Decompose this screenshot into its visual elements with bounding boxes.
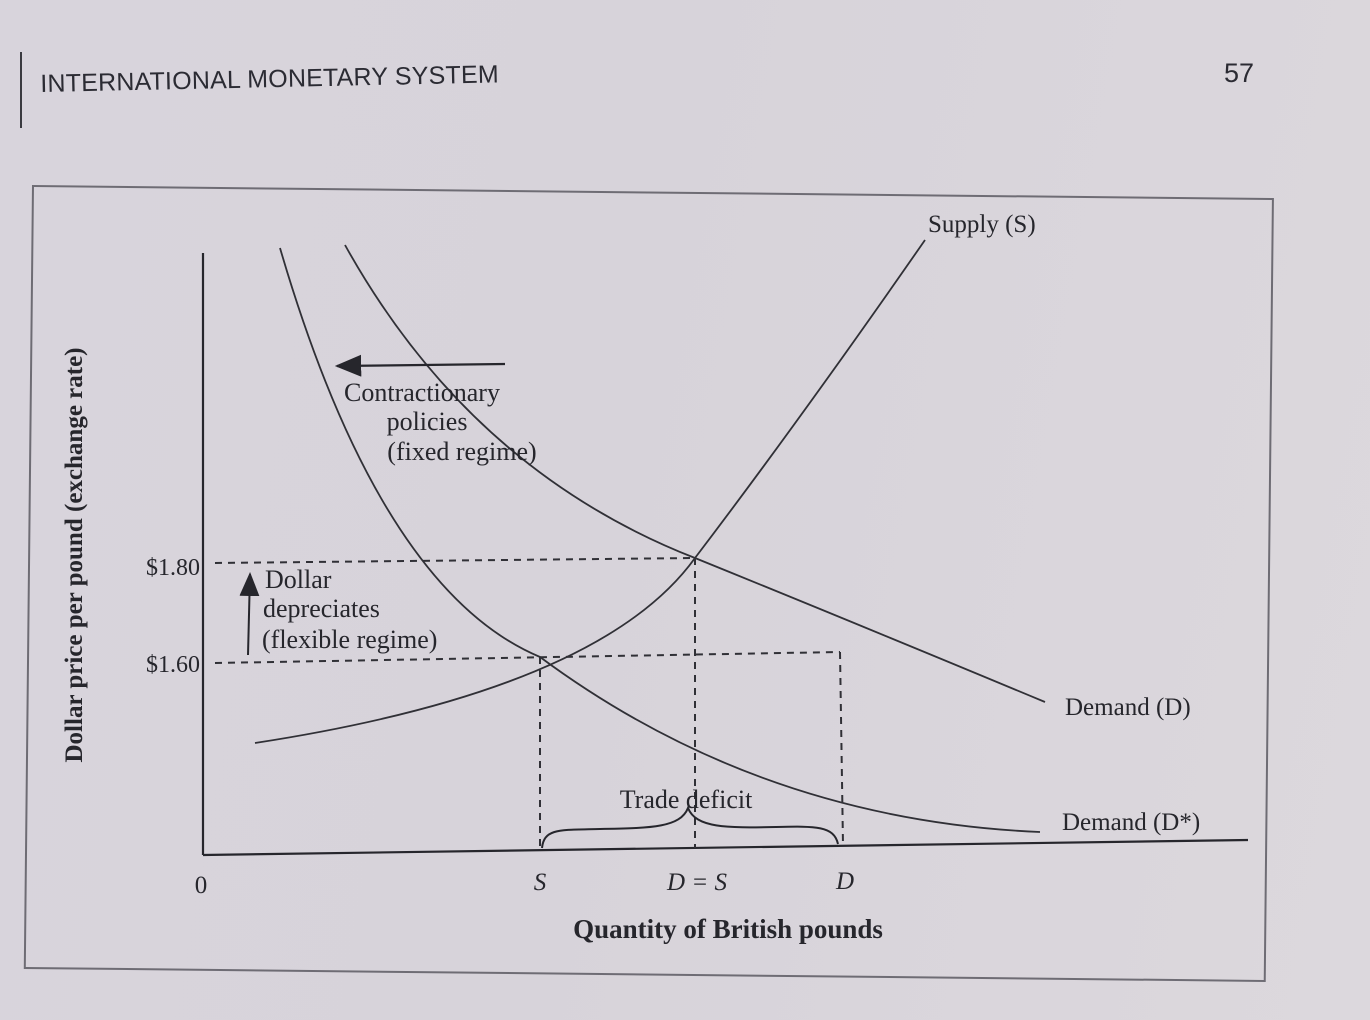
- trade-deficit-brace: [541, 805, 839, 849]
- supply-label: Supply (S): [928, 211, 1036, 238]
- demand-star-label: Demand (D*): [1062, 809, 1200, 836]
- contractionary-line-1: Contractionary: [344, 378, 500, 407]
- d-quantity-guide: [839, 651, 844, 846]
- x-tick-s: S: [534, 869, 547, 896]
- x-axis-label: Quantity of British pounds: [573, 914, 883, 944]
- contractionary-line-2: policies: [387, 407, 468, 436]
- dollar-line-1: Dollar: [265, 565, 332, 594]
- dollar-depreciates-arrow: [239, 572, 260, 656]
- x-axis: [202, 838, 1249, 857]
- origin-label: 0: [195, 872, 208, 899]
- y-axis-label: Dollar price per pound (exchange rate): [61, 347, 88, 762]
- price-high-label: $1.80: [146, 555, 200, 581]
- supply-curve: [254, 239, 926, 744]
- x-tick-d: D: [835, 868, 854, 895]
- dollar-line-3: (flexible regime): [262, 625, 437, 654]
- contractionary-line-3: (fixed regime): [387, 437, 536, 466]
- price-low-label: $1.60: [146, 652, 200, 678]
- demand-star-curve: [279, 247, 1041, 833]
- price-high-guide: [214, 557, 696, 564]
- demand-label: Demand (D): [1065, 694, 1191, 721]
- gutter-rule: [20, 52, 22, 128]
- x-tick-d-equals-s: D = S: [666, 869, 727, 896]
- page-number: 57: [1224, 58, 1255, 88]
- demand-curve: [344, 244, 1046, 703]
- dollar-line-2: depreciates: [263, 594, 380, 623]
- price-low-guide: [214, 651, 841, 664]
- trade-deficit-label: Trade deficit: [620, 785, 753, 814]
- contractionary-arrow: [334, 354, 506, 377]
